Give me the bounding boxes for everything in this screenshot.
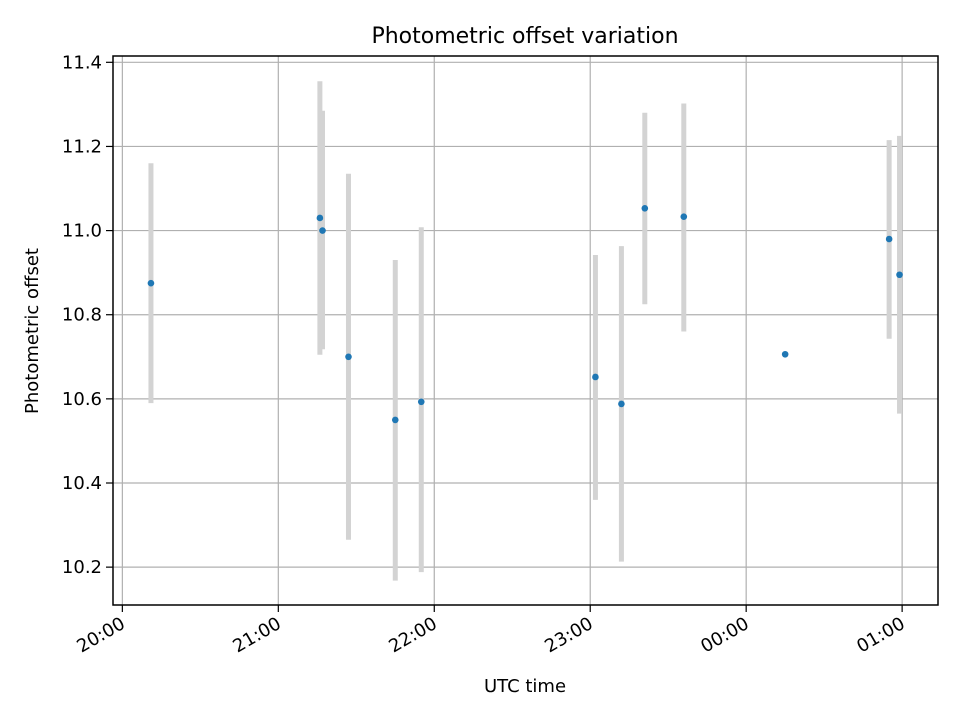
y-tick-label: 10.8	[62, 305, 102, 326]
data-point	[592, 373, 599, 381]
y-tick-label: 10.4	[62, 473, 102, 494]
data-point	[781, 350, 789, 358]
x-tick-label: 01:00	[853, 613, 908, 657]
data-points	[147, 204, 903, 424]
y-tick-label: 11.2	[62, 136, 102, 157]
data-point	[896, 271, 903, 279]
x-tick-label: 21:00	[229, 613, 284, 657]
x-tick-label: 20:00	[73, 613, 128, 657]
y-tick-label: 11.4	[62, 52, 102, 73]
data-point	[147, 279, 155, 287]
chart-title: Photometric offset variation	[371, 24, 678, 49]
grid	[113, 56, 938, 605]
y-axis-ticks: 10.2 10.4 10.6 10.8 11.0 11.2 11.4	[62, 52, 113, 578]
x-tick-label: 22:00	[385, 613, 440, 657]
data-point	[345, 353, 352, 361]
data-point	[417, 398, 425, 406]
error-bars	[148, 81, 903, 581]
y-tick-label: 10.2	[62, 557, 102, 578]
data-point	[641, 204, 649, 212]
plot-frame	[112, 55, 939, 606]
x-axis-label: UTC time	[484, 676, 566, 697]
x-tick-label: 00:00	[697, 613, 752, 657]
y-tick-label: 10.6	[62, 389, 102, 410]
data-point	[885, 235, 893, 243]
x-tick-label: 23:00	[541, 613, 596, 657]
data-point	[319, 227, 326, 234]
data-point	[316, 214, 324, 222]
y-tick-label: 11.0	[62, 221, 102, 242]
data-point	[680, 213, 688, 221]
x-axis-ticks: 20:00 21:00 22:00 23:00 00:00 01:00	[73, 605, 909, 657]
data-point	[618, 400, 625, 408]
data-point	[391, 416, 399, 424]
y-axis-label: Photometric offset	[22, 248, 43, 414]
